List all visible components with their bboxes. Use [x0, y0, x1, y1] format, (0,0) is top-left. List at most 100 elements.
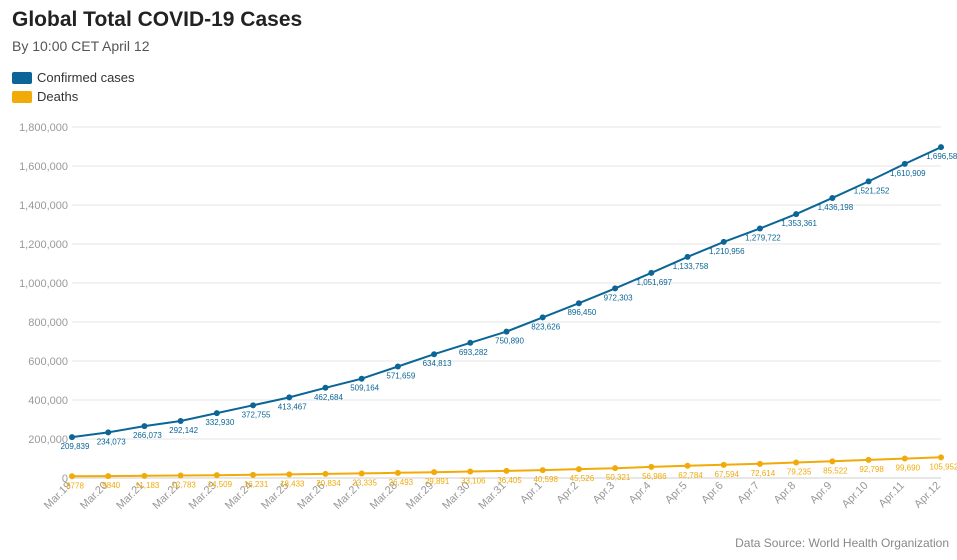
data-label: 1,696,588 [926, 152, 957, 161]
data-label: 105,952 [930, 462, 957, 471]
data-label: 1,210,956 [709, 247, 745, 256]
data-point [322, 384, 329, 391]
data-label: 1,279,722 [745, 233, 781, 242]
data-point [69, 473, 75, 480]
data-label: 1,353,361 [781, 219, 817, 228]
data-point [901, 160, 908, 167]
data-point [720, 238, 727, 245]
legend: Confirmed cases Deaths [12, 68, 135, 106]
data-point [394, 469, 401, 476]
data-label: 36,405 [497, 476, 522, 485]
data-label: 823,626 [531, 322, 560, 331]
x-tick-label: Apr.7 [735, 480, 762, 507]
data-point [938, 144, 944, 151]
data-label: 8778 [66, 481, 84, 490]
data-label: 571,659 [386, 372, 415, 381]
data-label: 16,231 [244, 480, 269, 489]
data-label: 1,610,909 [890, 169, 926, 178]
y-tick-label: 1,400,000 [19, 200, 68, 212]
data-label: 85,522 [823, 466, 848, 475]
data-label: 45,526 [570, 474, 595, 483]
data-label: 750,890 [495, 337, 524, 346]
data-point [684, 462, 691, 469]
data-point [938, 454, 944, 461]
y-tick-label: 400,000 [28, 395, 68, 407]
data-point [431, 351, 438, 358]
data-label: 234,073 [97, 437, 126, 446]
data-label: 1,051,697 [637, 278, 673, 287]
data-label: 413,467 [278, 402, 307, 411]
data-point [612, 465, 619, 472]
data-label: 99,690 [896, 464, 921, 473]
data-point [539, 314, 546, 321]
data-label: 50,321 [606, 473, 631, 482]
data-label: 40,598 [533, 475, 558, 484]
data-point [286, 471, 293, 478]
data-point [793, 211, 800, 218]
y-tick-label: 0 [62, 473, 68, 485]
x-tick-label: Apr.5 [663, 480, 690, 507]
data-label: 11,183 [135, 481, 159, 490]
data-label: 9840 [102, 481, 120, 490]
data-label: 92,798 [859, 465, 884, 474]
data-point [503, 328, 510, 335]
data-point [394, 363, 401, 370]
data-point [177, 472, 184, 479]
data-point [213, 472, 220, 479]
x-tick-label: Apr.10 [840, 480, 871, 511]
data-label: 1,521,252 [854, 186, 890, 195]
data-label: 266,073 [133, 431, 162, 440]
data-point [358, 375, 365, 382]
data-point [756, 225, 763, 232]
data-label: 29,891 [425, 477, 450, 486]
y-tick-label: 600,000 [28, 356, 68, 368]
data-label: 14,509 [208, 480, 233, 489]
data-point [105, 429, 112, 436]
data-point [648, 463, 655, 470]
y-tick-label: 1,800,000 [19, 122, 68, 134]
data-label: 209,839 [61, 442, 90, 451]
data-point [865, 178, 872, 185]
chart-title: Global Total COVID-19 Cases [12, 8, 303, 31]
data-label: 634,813 [423, 359, 452, 368]
data-point [431, 469, 438, 476]
data-label: 1,133,758 [673, 262, 709, 271]
data-point [756, 460, 763, 467]
data-point [829, 458, 836, 465]
data-label: 292,142 [169, 426, 198, 435]
data-label: 332,930 [205, 418, 234, 427]
data-label: 56,986 [642, 472, 667, 481]
data-point [467, 339, 474, 346]
data-point [250, 471, 257, 478]
data-point [503, 467, 510, 474]
data-point [793, 459, 800, 466]
data-label: 20,834 [316, 479, 341, 488]
data-label: 462,684 [314, 393, 343, 402]
data-label: 62,784 [678, 471, 703, 480]
data-label: 79,235 [787, 468, 812, 477]
data-point [177, 418, 184, 425]
data-point [322, 470, 329, 477]
data-point [141, 423, 148, 430]
data-point [358, 470, 365, 477]
data-label: 896,450 [567, 308, 596, 317]
data-label: 67,594 [715, 470, 740, 479]
x-tick-label: Apr.2 [554, 480, 581, 507]
data-label: 1,436,198 [818, 203, 854, 212]
data-point [467, 468, 474, 475]
x-tick-label: Apr.9 [808, 480, 835, 507]
data-source: Data Source: World Health Organization [735, 536, 949, 550]
y-tick-label: 1,000,000 [19, 278, 68, 290]
data-label: 972,303 [604, 293, 633, 302]
legend-label-deaths: Deaths [37, 89, 79, 104]
legend-label-confirmed: Confirmed cases [37, 70, 135, 85]
y-tick-label: 800,000 [28, 317, 68, 329]
legend-swatch-deaths [12, 90, 32, 103]
data-label: 372,755 [242, 410, 271, 419]
data-point [865, 456, 872, 463]
y-tick-label: 200,000 [28, 434, 68, 446]
data-point [575, 300, 582, 307]
x-tick-label: Apr.11 [877, 480, 907, 510]
data-label: 26,493 [389, 478, 414, 487]
